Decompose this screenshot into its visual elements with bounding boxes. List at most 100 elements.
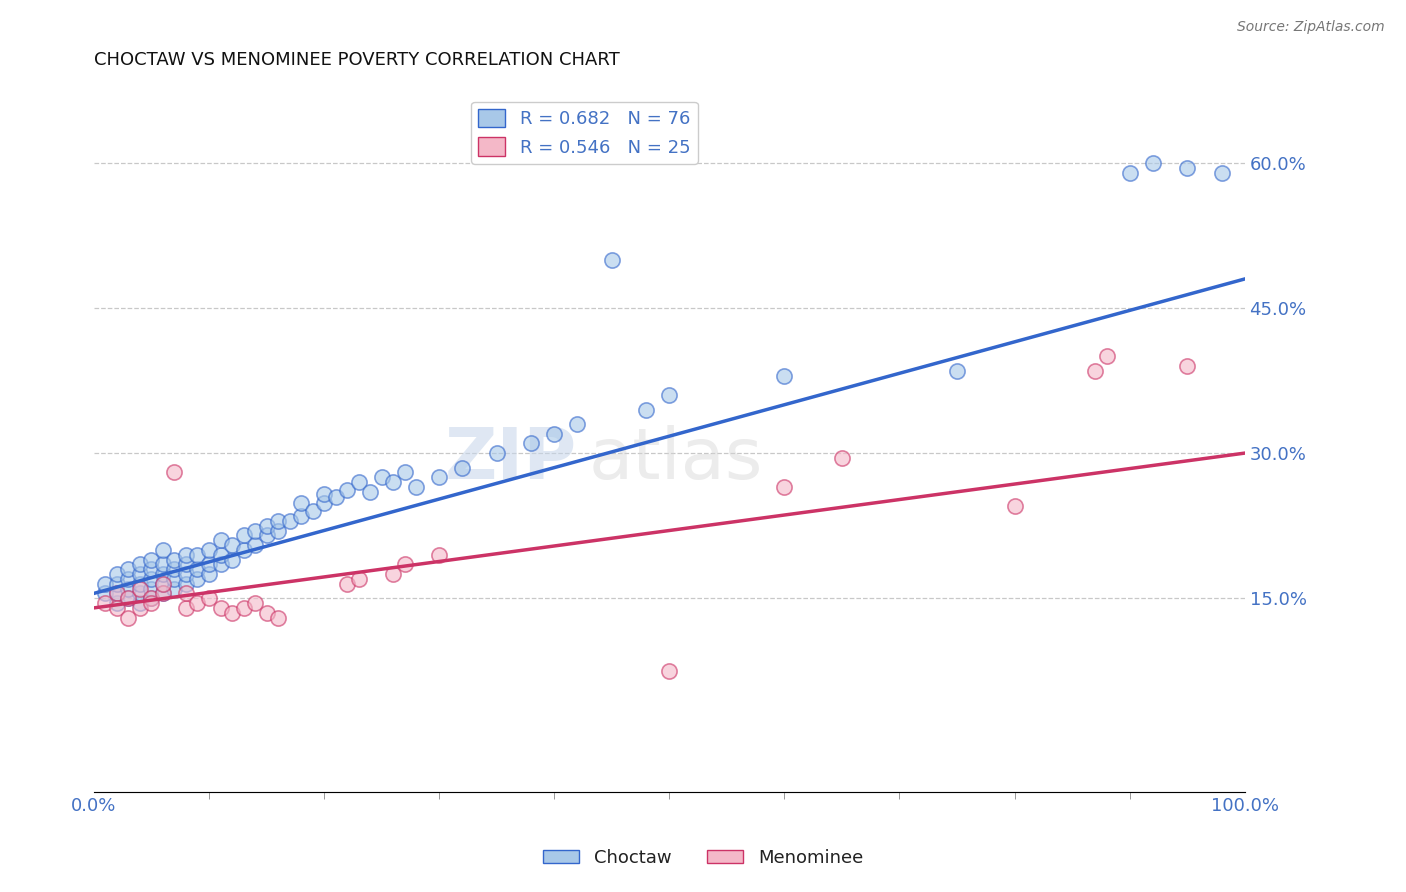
Point [243, 596, 266, 610]
Point [427, 548, 450, 562]
Legend: Choctaw, Menominee: Choctaw, Menominee [536, 842, 870, 874]
Point [94, 576, 117, 591]
Point [290, 496, 312, 510]
Point [209, 548, 232, 562]
Point [221, 538, 243, 552]
Point [94, 596, 117, 610]
Point [232, 600, 254, 615]
Point [174, 567, 197, 582]
Point [278, 514, 301, 528]
Point [198, 558, 221, 572]
Point [198, 591, 221, 606]
Point [152, 576, 174, 591]
Point [163, 552, 186, 566]
Point [129, 576, 152, 591]
Text: CHOCTAW VS MENOMINEE POVERTY CORRELATION CHART: CHOCTAW VS MENOMINEE POVERTY CORRELATION… [94, 51, 620, 69]
Point [174, 576, 197, 591]
Text: atlas: atlas [589, 425, 763, 494]
Point [186, 548, 208, 562]
Point [336, 576, 359, 591]
Point [152, 576, 174, 591]
Point [221, 552, 243, 566]
Point [105, 596, 128, 610]
Point [1175, 161, 1198, 175]
Point [141, 582, 163, 596]
Point [267, 524, 290, 538]
Point [312, 487, 335, 501]
Point [382, 567, 405, 582]
Point [163, 572, 186, 586]
Point [256, 606, 278, 620]
Point [394, 466, 416, 480]
Point [243, 524, 266, 538]
Point [117, 591, 139, 606]
Point [198, 567, 221, 582]
Point [427, 470, 450, 484]
Point [198, 542, 221, 557]
Point [636, 402, 658, 417]
Point [1118, 165, 1140, 179]
Text: Source: ZipAtlas.com: Source: ZipAtlas.com [1237, 20, 1385, 34]
Point [1211, 165, 1233, 179]
Point [152, 542, 174, 557]
Point [267, 514, 290, 528]
Point [152, 558, 174, 572]
Point [174, 558, 197, 572]
Point [152, 586, 174, 600]
Point [105, 600, 128, 615]
Point [1175, 359, 1198, 373]
Point [520, 436, 543, 450]
Point [209, 533, 232, 548]
Point [117, 591, 139, 606]
Point [567, 417, 589, 431]
Point [117, 582, 139, 596]
Point [451, 460, 474, 475]
Point [347, 475, 370, 490]
Point [312, 496, 335, 510]
Point [370, 470, 392, 484]
Point [129, 567, 152, 582]
Point [209, 600, 232, 615]
Point [382, 475, 405, 490]
Point [117, 562, 139, 576]
Point [117, 610, 139, 624]
Point [105, 567, 128, 582]
Point [256, 518, 278, 533]
Point [336, 483, 359, 497]
Point [129, 600, 152, 615]
Point [543, 426, 565, 441]
Point [174, 586, 197, 600]
Point [658, 388, 681, 402]
Point [129, 596, 152, 610]
Point [232, 528, 254, 542]
Point [163, 582, 186, 596]
Point [773, 480, 796, 494]
Point [232, 542, 254, 557]
Point [1084, 364, 1107, 378]
Point [600, 252, 623, 267]
Point [831, 450, 853, 465]
Point [1095, 350, 1118, 364]
Point [174, 548, 197, 562]
Point [394, 558, 416, 572]
Point [129, 558, 152, 572]
Point [221, 606, 243, 620]
Point [405, 480, 427, 494]
Point [105, 586, 128, 600]
Point [174, 600, 197, 615]
Point [1142, 156, 1164, 170]
Point [485, 446, 508, 460]
Point [141, 591, 163, 606]
Point [129, 586, 152, 600]
Point [94, 586, 117, 600]
Legend: R = 0.682   N = 76, R = 0.546   N = 25: R = 0.682 N = 76, R = 0.546 N = 25 [471, 102, 697, 164]
Point [141, 552, 163, 566]
Point [209, 558, 232, 572]
Point [946, 364, 969, 378]
Point [141, 572, 163, 586]
Point [267, 610, 290, 624]
Point [186, 596, 208, 610]
Point [658, 664, 681, 678]
Point [152, 567, 174, 582]
Point [186, 572, 208, 586]
